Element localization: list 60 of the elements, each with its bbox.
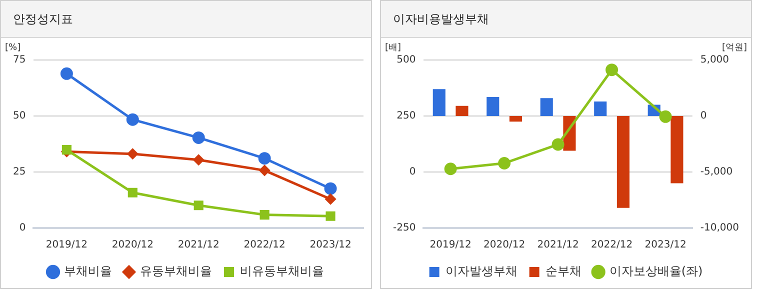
point bbox=[128, 188, 138, 198]
point bbox=[126, 113, 139, 126]
y-tick-label: -250 bbox=[392, 222, 416, 234]
point bbox=[260, 210, 270, 220]
bar bbox=[670, 116, 684, 184]
y-axis-title: [배] bbox=[385, 42, 402, 53]
legend-label: 비유동부채비율 bbox=[240, 264, 324, 278]
y-tick-label: 250 bbox=[396, 110, 416, 122]
bar bbox=[432, 89, 446, 116]
x-tick-label: 2021/12 bbox=[178, 240, 220, 251]
point bbox=[324, 182, 337, 195]
y-tick-label: 500 bbox=[396, 54, 416, 66]
bar bbox=[594, 101, 607, 116]
point bbox=[194, 200, 204, 210]
x-tick-label: 2022/12 bbox=[591, 240, 633, 251]
y2-tick-label: 0 bbox=[700, 110, 707, 122]
y-tick-label: 50 bbox=[12, 110, 26, 122]
legend-label: 이자발생부채 bbox=[445, 264, 518, 278]
point bbox=[193, 154, 204, 166]
point bbox=[606, 64, 618, 76]
bar bbox=[509, 116, 522, 122]
y2-tick-label: -10,000 bbox=[700, 222, 740, 234]
legend-label: 순부채 bbox=[545, 264, 582, 278]
point bbox=[325, 194, 336, 204]
bar bbox=[486, 96, 500, 116]
y-tick-label: 0 bbox=[409, 166, 416, 178]
bar bbox=[616, 116, 630, 208]
x-tick-label: 2023/12 bbox=[310, 240, 352, 251]
point bbox=[259, 165, 270, 176]
x-tick-label: 2020/12 bbox=[484, 240, 526, 251]
legend-label: 부채비율 bbox=[64, 264, 112, 278]
point bbox=[498, 157, 511, 170]
legend-label: 이자보상배율(좌) bbox=[609, 264, 703, 278]
y-axis-title: [%] bbox=[5, 42, 21, 53]
point bbox=[326, 211, 336, 221]
y-tick-label: 25 bbox=[12, 166, 26, 178]
point bbox=[444, 162, 457, 176]
point bbox=[60, 67, 73, 80]
legend-label: 유동부채비율 bbox=[140, 264, 212, 278]
y2-tick-label: 5,000 bbox=[700, 54, 730, 66]
point bbox=[127, 148, 138, 160]
bar bbox=[456, 106, 468, 116]
x-tick-label: 2023/12 bbox=[644, 240, 686, 251]
bar bbox=[540, 98, 553, 116]
x-tick-label: 2019/12 bbox=[46, 240, 88, 251]
y-tick-label: 0 bbox=[19, 222, 26, 234]
x-tick-label: 2020/12 bbox=[112, 240, 154, 251]
point bbox=[192, 131, 205, 144]
point bbox=[62, 145, 72, 155]
chart-title: 안정성지표 bbox=[1, 1, 371, 38]
chart-title: 이자비용발생부채 bbox=[381, 1, 751, 38]
y2-tick-label: -5,000 bbox=[700, 166, 733, 178]
x-tick-label: 2021/12 bbox=[537, 240, 579, 251]
x-tick-label: 2022/12 bbox=[244, 240, 286, 251]
x-tick-label: 2019/12 bbox=[430, 240, 472, 251]
y2-axis-title: [억원] bbox=[722, 42, 747, 53]
point bbox=[258, 152, 271, 165]
point bbox=[552, 138, 564, 151]
point bbox=[659, 110, 672, 123]
y-tick-label: 75 bbox=[12, 54, 26, 66]
